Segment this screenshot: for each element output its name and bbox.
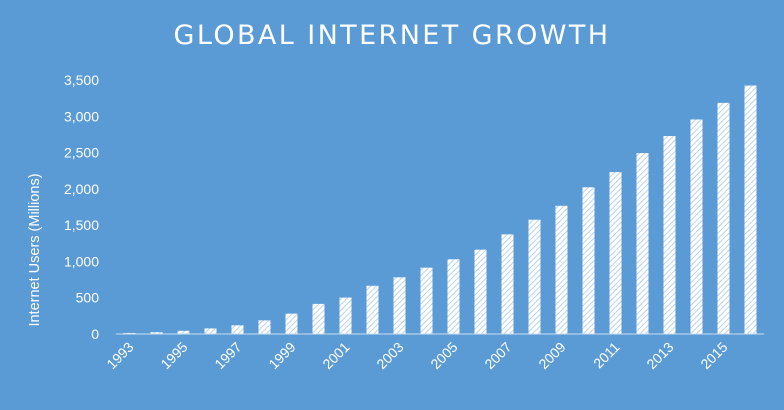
x-tick-label: 1999 xyxy=(265,339,298,372)
x-axis-ticks: 1993 1995 1997 1999 2001 2003 2005 2007 2009 2011… xyxy=(103,339,730,372)
bar-2005 xyxy=(447,259,460,334)
x-tick-label: 2003 xyxy=(373,339,406,372)
y-axis-ticks: 0 500 1,000 1,500 2,000 2,500 3,000 3,500 xyxy=(64,72,99,342)
bar-2016 xyxy=(744,85,757,335)
x-tick-label: 2009 xyxy=(535,339,568,372)
x-tick-label: 1993 xyxy=(103,339,136,372)
y-tick-label: 2,500 xyxy=(64,145,99,161)
bars xyxy=(123,85,757,335)
bar-1998 xyxy=(258,320,271,334)
y-axis-title: Internet Users (Millions) xyxy=(27,173,43,326)
y-axis-title-group: Internet Users (Millions) xyxy=(27,173,43,326)
bar-2008 xyxy=(528,219,541,334)
bar-2010 xyxy=(582,187,595,334)
bar-1997 xyxy=(231,325,244,334)
bar-2015 xyxy=(717,102,730,334)
bar-2007 xyxy=(501,234,514,334)
x-tick-label: 2001 xyxy=(319,339,352,372)
bar-2000 xyxy=(312,303,325,334)
y-tick-label: 0 xyxy=(91,326,99,342)
bar-1993 xyxy=(123,332,136,334)
x-tick-label: 2005 xyxy=(427,339,460,372)
bar-2004 xyxy=(420,267,433,334)
y-tick-label: 3,000 xyxy=(64,108,99,124)
bar-2009 xyxy=(555,205,568,334)
y-tick-label: 1,000 xyxy=(64,253,99,269)
bar-1995 xyxy=(177,330,190,334)
bar-2006 xyxy=(474,249,487,334)
x-tick-label: 1995 xyxy=(157,339,190,372)
bar-2013 xyxy=(663,136,676,334)
bar-1996 xyxy=(204,328,217,334)
chart-title: GLOBAL INTERNET GROWTH xyxy=(173,20,611,51)
bar-2012 xyxy=(636,153,649,334)
y-tick-label: 3,500 xyxy=(64,72,99,88)
bar-2003 xyxy=(393,277,406,334)
x-tick-label: 1997 xyxy=(211,339,244,372)
bar-2001 xyxy=(339,297,352,334)
bar-2014 xyxy=(690,119,703,334)
bar-1999 xyxy=(285,313,298,334)
x-tick-label: 2015 xyxy=(697,339,730,372)
x-tick-label: 2013 xyxy=(643,339,676,372)
y-tick-label: 2,000 xyxy=(64,181,99,197)
bar-2011 xyxy=(609,172,622,334)
y-tick-label: 500 xyxy=(76,290,100,306)
bar-2002 xyxy=(366,285,379,334)
y-tick-label: 1,500 xyxy=(64,217,99,233)
x-tick-label: 2007 xyxy=(481,339,514,372)
x-tick-label: 2011 xyxy=(590,339,623,372)
bar-1994 xyxy=(150,332,163,334)
